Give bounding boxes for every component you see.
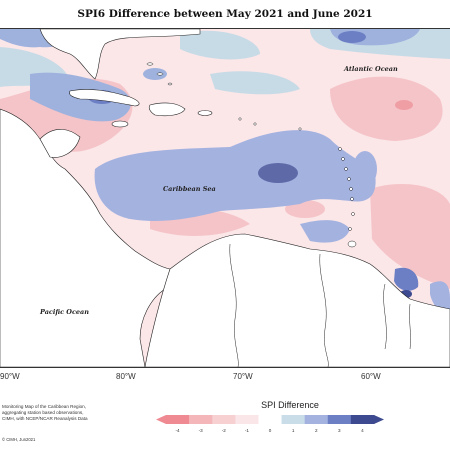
negative-zone bbox=[395, 100, 413, 110]
positive-zone bbox=[300, 220, 350, 243]
footnote: Monitoring Map of the Caribbean Region, … bbox=[2, 404, 88, 423]
legend-bar-group bbox=[156, 415, 384, 424]
legend-tick-label: -1 bbox=[245, 428, 250, 433]
legend-tick-label: 2 bbox=[315, 428, 318, 433]
positive-zone bbox=[210, 71, 300, 95]
label-pacific: Pacific Ocean bbox=[39, 308, 89, 316]
color-legend: -4 -3 -2 -1 0 1 2 3 4 bbox=[156, 415, 384, 433]
legend-extend-high bbox=[374, 415, 384, 424]
land-north-america bbox=[39, 29, 201, 80]
negative-zone bbox=[370, 184, 450, 289]
positive-zone bbox=[258, 163, 298, 183]
border-line bbox=[409, 303, 411, 350]
legend-tick-label: 0 bbox=[269, 428, 272, 433]
legend-swatch bbox=[327, 415, 352, 424]
legend-swatch bbox=[189, 415, 213, 424]
map-area: Atlantic Ocean Caribbean Sea Pacific Oce… bbox=[0, 28, 450, 368]
lon-tick-80w: 80°W bbox=[116, 372, 136, 381]
legend-tick-label: -4 bbox=[176, 428, 181, 433]
land-jamaica bbox=[111, 120, 129, 128]
lon-tick-60w: 60°W bbox=[361, 372, 381, 381]
border-line bbox=[229, 243, 239, 367]
lesser-antilles bbox=[238, 117, 355, 231]
legend-swatch bbox=[281, 415, 305, 424]
positive-zone bbox=[143, 68, 167, 80]
legend-tick-label: 3 bbox=[338, 428, 341, 433]
positive-zone bbox=[353, 151, 377, 187]
legend-tick-label: -3 bbox=[199, 428, 204, 433]
footnote-line: CIMH, with NCEP/NCAR Reanalysis Data bbox=[2, 416, 88, 422]
label-caribbean: Caribbean Sea bbox=[163, 185, 216, 193]
map-title: SPI6 Difference between May 2021 and Jun… bbox=[77, 8, 373, 20]
choropleth-map: Atlantic Ocean Caribbean Sea Pacific Oce… bbox=[0, 29, 450, 367]
footnote-line: Monitoring Map of the Caribbean Region, bbox=[2, 404, 87, 409]
negative-zone bbox=[330, 76, 443, 141]
credit-text: © CIMH, Jun2021 bbox=[2, 437, 36, 442]
border-line bbox=[319, 253, 329, 367]
legend-swatch bbox=[258, 415, 282, 424]
legend-swatch bbox=[212, 415, 236, 424]
land-cuba bbox=[69, 89, 140, 107]
land-trinidad bbox=[347, 240, 357, 248]
positive-zone bbox=[394, 267, 419, 291]
legend-extend-low bbox=[156, 415, 166, 424]
legend-swatch bbox=[166, 415, 190, 424]
land-yucatan bbox=[39, 129, 81, 158]
legend-tick-label: 1 bbox=[292, 428, 295, 433]
positive-zone bbox=[338, 31, 366, 43]
legend-swatch bbox=[304, 415, 329, 424]
land-hispaniola bbox=[148, 102, 186, 117]
legend-tick-group: -4 -3 -2 -1 0 1 2 3 4 bbox=[176, 428, 365, 433]
legend-tick-label: 4 bbox=[361, 428, 364, 433]
positive-zone bbox=[180, 30, 260, 60]
footnote-line: aggregating station based observations, bbox=[2, 410, 84, 416]
land-puerto-rico bbox=[197, 110, 213, 116]
bahamas bbox=[146, 62, 173, 86]
legend-title: SPI Difference bbox=[261, 400, 319, 410]
border-line bbox=[383, 283, 387, 350]
legend-swatch bbox=[350, 415, 375, 424]
lon-tick-90w: 90°W bbox=[0, 372, 20, 381]
label-atlantic: Atlantic Ocean bbox=[343, 65, 398, 73]
legend-swatch bbox=[235, 415, 259, 424]
lon-tick-70w: 70°W bbox=[233, 372, 253, 381]
land-south-america bbox=[144, 233, 450, 367]
legend-tick-label: -2 bbox=[222, 428, 227, 433]
